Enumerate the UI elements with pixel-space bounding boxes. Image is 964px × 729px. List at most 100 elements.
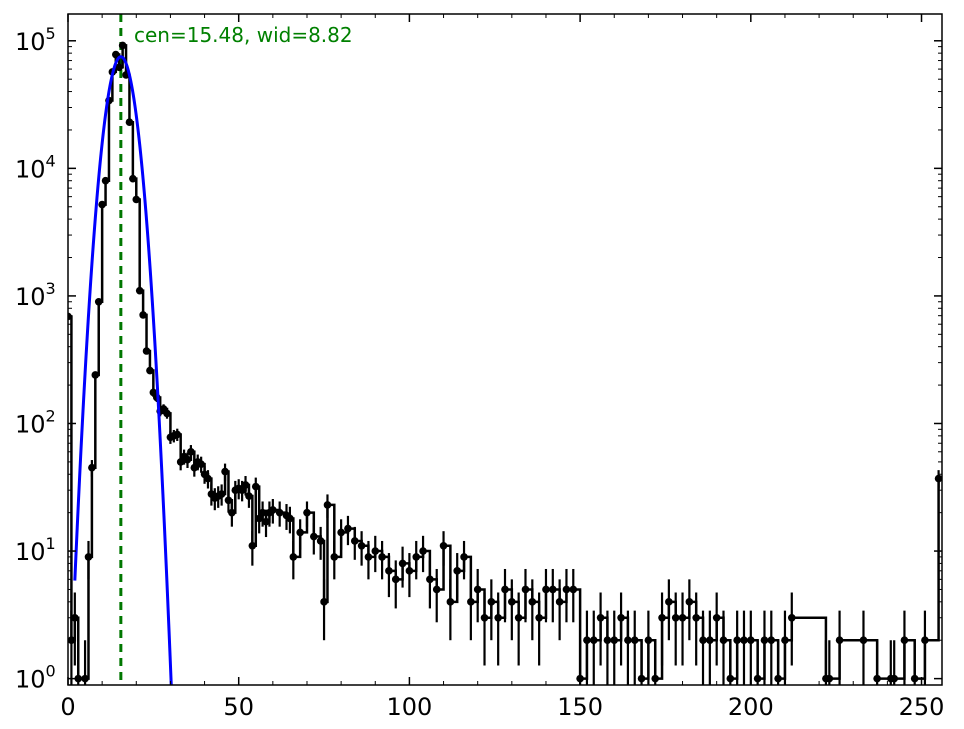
- x-tick-label: 150: [557, 693, 603, 721]
- data-point: [142, 347, 151, 355]
- data-point: [330, 553, 339, 561]
- data-point: [521, 585, 530, 594]
- data-point: [501, 585, 509, 594]
- data-point: [337, 528, 345, 537]
- data-point: [760, 636, 769, 645]
- data-point: [241, 481, 250, 489]
- data-point: [132, 195, 141, 204]
- data-point: [569, 585, 578, 594]
- data-point: [480, 613, 489, 622]
- data-point: [644, 636, 653, 645]
- data-point: [494, 613, 502, 622]
- data-point: [624, 636, 632, 645]
- axis-layer: 0 50 100 150 200 250 100 101 102 103 104 105: [15, 14, 944, 721]
- data-point: [262, 517, 270, 526]
- data-point: [350, 537, 359, 545]
- data-point: [637, 674, 646, 683]
- data-point: [118, 41, 127, 50]
- data-point: [310, 532, 318, 541]
- data-point: [190, 463, 199, 472]
- data-point: [405, 567, 414, 575]
- data-point: [316, 537, 325, 545]
- data-point: [364, 553, 373, 561]
- data-point: [453, 567, 462, 575]
- data-point: [135, 286, 144, 295]
- data-point: [88, 463, 96, 472]
- data-point: [228, 508, 236, 517]
- data-point: [900, 636, 909, 645]
- data-point: [859, 636, 868, 645]
- data-point: [508, 598, 516, 606]
- data-point: [589, 636, 598, 645]
- data-point: [139, 311, 147, 319]
- y-tick-label: 104: [15, 151, 56, 183]
- data-point: [733, 636, 741, 645]
- data-point: [487, 598, 496, 606]
- data-point: [320, 598, 328, 606]
- plot-frame: [67, 13, 943, 686]
- data-point: [726, 674, 735, 683]
- x-tick-label: 200: [728, 693, 774, 721]
- data-point: [385, 567, 393, 575]
- data-point: [873, 674, 881, 683]
- data-point: [173, 430, 182, 439]
- data-point: [357, 541, 366, 550]
- x-tick-label: 100: [387, 693, 433, 721]
- data-point: [747, 636, 755, 645]
- data-point: [432, 585, 441, 594]
- data-point: [217, 490, 226, 498]
- data-point: [286, 514, 294, 523]
- data-point: [197, 460, 205, 468]
- data-point: [699, 636, 707, 645]
- data-point: [548, 585, 557, 594]
- data-point: [753, 674, 762, 683]
- data-point: [835, 636, 844, 645]
- data-point: [303, 508, 311, 517]
- data-point: [98, 200, 106, 209]
- data-point: [719, 636, 728, 645]
- data-point: [446, 598, 455, 606]
- data-point: [81, 674, 89, 683]
- y-tick-label: 100: [15, 662, 56, 694]
- data-point: [204, 474, 212, 483]
- data-point: [781, 636, 789, 645]
- data-point: [371, 547, 380, 555]
- data-point: [825, 674, 834, 683]
- data-point: [934, 474, 942, 483]
- y-tick-label: 105: [15, 24, 56, 56]
- data-point: [146, 366, 154, 375]
- data-point: [460, 553, 468, 561]
- data-point: [671, 613, 680, 622]
- data-point: [767, 636, 776, 645]
- data-point: [269, 506, 277, 514]
- data-point: [439, 541, 448, 550]
- data-point: [183, 455, 192, 464]
- data-point: [224, 496, 233, 505]
- data-point: [712, 613, 721, 622]
- data-point: [658, 613, 666, 622]
- data-point: [163, 409, 171, 418]
- x-tick-label: 250: [899, 693, 945, 721]
- data-point: [651, 674, 660, 683]
- data-point: [187, 447, 195, 456]
- data-point: [71, 613, 79, 622]
- data-point: [910, 674, 919, 683]
- data-point: [774, 674, 782, 683]
- y-tick-label: 101: [15, 534, 56, 566]
- data-point: [129, 174, 137, 183]
- data-point: [248, 541, 257, 550]
- data-point: [84, 553, 93, 561]
- data-point: [91, 371, 100, 379]
- data-point: [115, 63, 124, 72]
- data-point: [542, 585, 550, 594]
- gaussian-fit-curve: [73, 55, 173, 685]
- data-point: [275, 508, 284, 517]
- fit-annotation: cen=15.48, wid=8.82: [134, 23, 353, 47]
- data-point: [419, 547, 427, 555]
- data-point: [412, 553, 421, 561]
- x-tick-label: 50: [223, 693, 254, 721]
- data-point: [596, 613, 605, 622]
- data-point: [678, 613, 687, 622]
- data-point: [101, 176, 110, 185]
- data-point: [603, 636, 612, 645]
